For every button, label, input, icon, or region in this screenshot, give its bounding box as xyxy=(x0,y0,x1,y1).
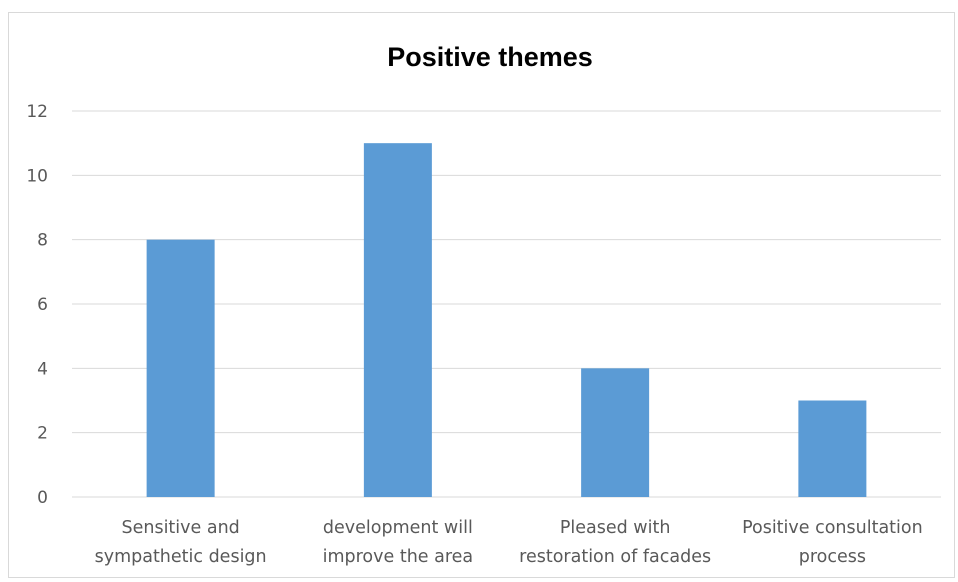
chart-title: Positive themes xyxy=(387,42,593,72)
x-category-label: Positive consultation process xyxy=(742,518,923,567)
y-tick-label: 8 xyxy=(37,231,48,251)
y-tick-label: 0 xyxy=(37,488,48,508)
x-category-label: Pleased with restoration of facades xyxy=(519,518,711,567)
bar xyxy=(363,143,432,497)
bar xyxy=(146,239,215,497)
y-tick-label: 6 xyxy=(37,295,48,315)
x-category-label: Sensitive and sympathetic design xyxy=(95,518,267,567)
x-axis-category-labels: Sensitive and sympathetic design developme… xyxy=(95,518,923,567)
bar xyxy=(798,400,867,497)
gridlines xyxy=(72,110,941,498)
y-tick-label: 4 xyxy=(37,359,48,379)
y-axis-tick-labels: 0 2 4 6 8 10 12 xyxy=(26,102,48,508)
bars xyxy=(146,143,867,497)
y-tick-label: 10 xyxy=(26,166,48,186)
x-category-label: development will improve the area xyxy=(323,518,474,567)
bar xyxy=(581,368,650,497)
y-tick-label: 2 xyxy=(37,424,48,444)
y-tick-label: 12 xyxy=(26,102,48,122)
